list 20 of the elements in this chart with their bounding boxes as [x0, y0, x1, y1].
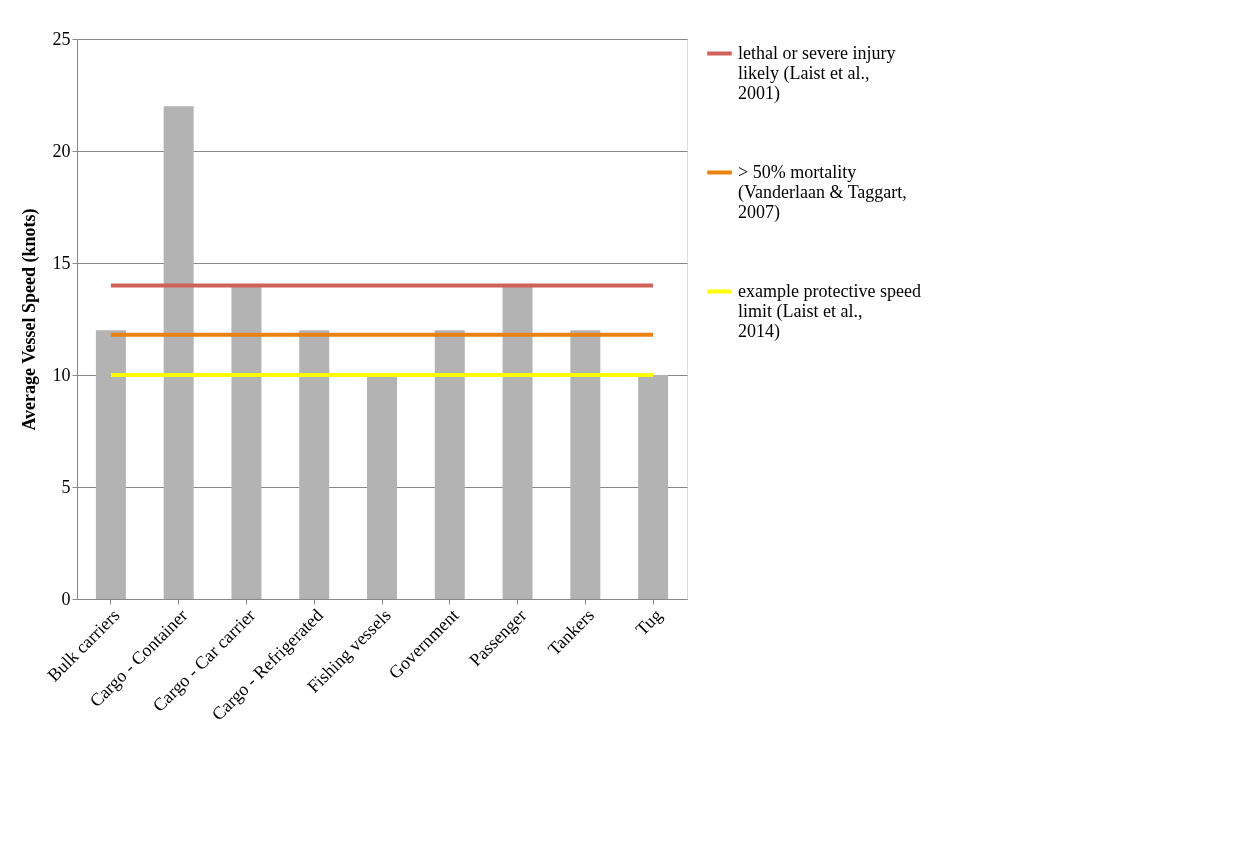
bar: [638, 375, 669, 599]
bar: [502, 285, 533, 599]
y-tick-label: 5: [61, 476, 71, 497]
y-tick-label: 25: [52, 28, 71, 49]
bar: [570, 330, 601, 599]
bar: [95, 330, 126, 599]
x-tick-label: Tug: [631, 605, 666, 640]
y-tick-label: 0: [61, 588, 71, 609]
y-tick-label: 15: [52, 252, 71, 273]
legend-label: example protective speed limit (Laist et al., 2014): [738, 280, 921, 342]
y-tick-label: 10: [52, 364, 71, 385]
legend-label: > 50% mortality (Vanderlaan & Taggart, 2007): [738, 161, 907, 223]
bar: [367, 375, 397, 599]
y-axis-title: Average Vessel Speed (knots): [18, 208, 40, 431]
y-tick-label: 20: [52, 140, 71, 161]
bar: [434, 330, 465, 599]
bar: [231, 285, 262, 599]
legend-label: lethal or severe injury likely (Laist et al., 2001): [738, 42, 896, 104]
bar: [299, 330, 330, 599]
bar: [163, 106, 194, 599]
